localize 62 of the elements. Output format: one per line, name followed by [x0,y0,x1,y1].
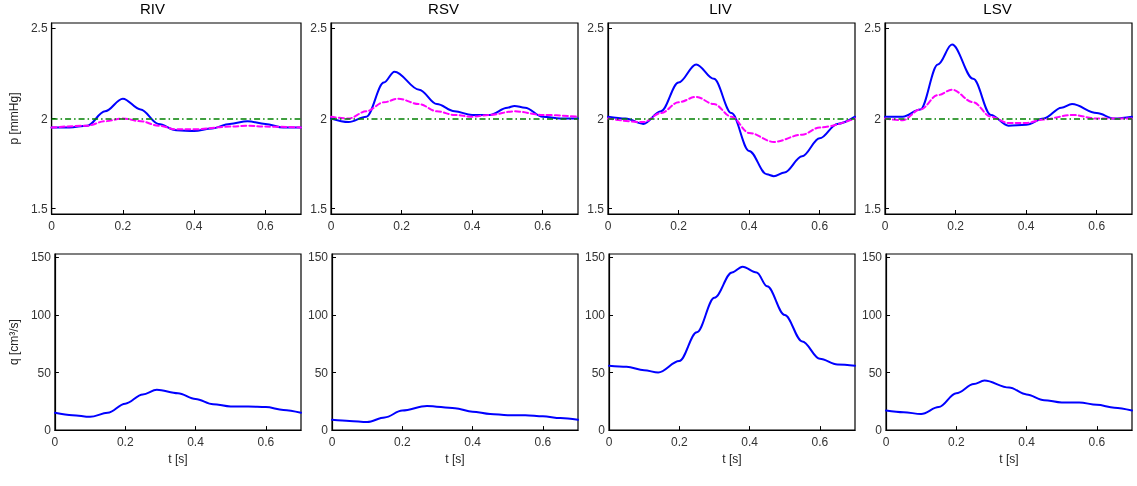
x-tick-label: 0.4 [1018,435,1036,450]
y-tick-label: 2.5 [864,21,882,36]
x-tick-label: 0.4 [464,435,482,450]
x-tick-label: 0.4 [185,219,203,233]
x-tick-label: 0.2 [947,435,965,450]
x-tick-label: 0.2 [947,219,965,233]
y-tick-label: 2.5 [310,21,328,36]
y-tick-label: 0 [598,423,606,438]
y-tick-label: 100 [30,308,52,322]
chart-title: RSV [428,0,459,17]
y-tick-label: 2.5 [30,21,48,36]
x-axis-title: t [s] [999,452,1019,466]
x-tick-label: 0.6 [534,219,552,233]
y-tick-label: 1.5 [30,201,48,216]
x-tick-label: 0.6 [534,435,552,450]
x-tick-label: 0.4 [463,219,481,233]
y-tick-label: 2 [40,111,48,126]
y-tick-label: 2 [597,111,605,126]
x-tick-label: 0.2 [670,435,688,450]
y-tick-label: 50 [314,365,329,380]
x-tick-label: 0.6 [257,219,275,233]
x-axis-title: t [s] [722,452,742,466]
x-tick-label: 0.2 [114,219,132,233]
x-axis-title: t [s] [168,452,188,466]
y-tick-label: 50 [591,365,606,380]
y-tick-label: 2.5 [587,21,605,36]
y-axis-title: p [mmHg] [7,92,21,145]
x-tick-label: 0.4 [187,435,205,450]
y-tick-label: 0 [875,423,883,438]
y-tick-label: 2 [874,111,882,126]
chart-title: RIV [139,0,166,17]
x-tick-label: 0.4 [740,219,758,233]
x-tick-label: 0.2 [670,219,688,233]
y-tick-label: 150 [584,250,606,265]
x-tick-label: 0.6 [1088,435,1106,450]
y-tick-label: 50 [868,365,883,380]
y-tick-label: 1.5 [310,201,328,216]
y-tick-label: 2 [320,111,328,126]
x-tick-label: 0.2 [393,435,411,450]
y-tick-label: 100 [584,308,606,322]
chart-title: LIV [709,0,732,17]
x-tick-label: 0.4 [741,435,759,450]
x-tick-label: 0.6 [811,435,829,450]
y-tick-label: 50 [37,365,52,380]
x-axis-title: t [s] [445,452,465,466]
x-tick-label: 0.2 [393,219,411,233]
y-tick-label: 150 [307,250,329,265]
y-axis-title: q [cm³/s] [7,319,21,366]
x-tick-label: 0.6 [257,435,275,450]
y-tick-label: 150 [30,250,52,265]
x-tick-label: 0.6 [1088,219,1106,233]
x-tick-label: 0.4 [1017,219,1035,233]
chart-title: LSV [983,0,1012,17]
y-tick-label: 1.5 [864,201,882,216]
y-tick-label: 100 [861,308,883,322]
x-tick-label: 0.6 [811,219,829,233]
y-tick-label: 0 [44,423,52,438]
y-tick-label: 100 [307,308,329,322]
x-tick-label: 0.2 [116,435,134,450]
y-tick-label: 0 [321,423,329,438]
y-tick-label: 1.5 [587,201,605,216]
y-tick-label: 150 [861,250,883,265]
